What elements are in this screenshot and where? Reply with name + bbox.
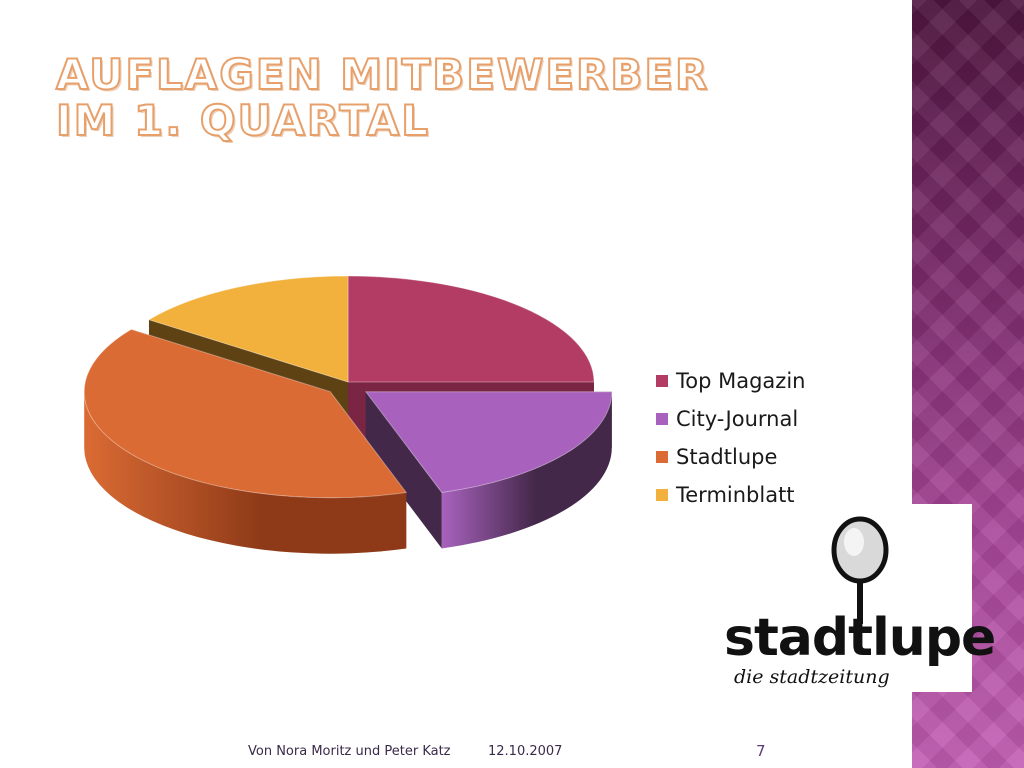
logo-wordmark: stadtlupe — [724, 608, 996, 668]
legend-label: Terminblatt — [676, 483, 795, 507]
footer-date: 12.10.2007 — [488, 744, 563, 759]
pie-slice-side — [441, 391, 612, 549]
legend-swatch — [656, 489, 668, 501]
legend-label: Stadtlupe — [676, 445, 778, 469]
pie-chart — [83, 275, 613, 554]
logo-tagline: die stadtzeitung — [734, 666, 890, 688]
pie-slice — [147, 275, 349, 383]
legend-swatch — [656, 375, 668, 387]
slide-title-line-2: im 1. Quartal — [55, 96, 430, 145]
pie-slice-wall — [365, 391, 442, 549]
pie-slice — [364, 391, 613, 494]
chart-legend: Top Magazin City-Journal Stadtlupe Terminbl… — [656, 362, 805, 514]
slide-title-line-1: Auflagen Mitbewerber — [55, 50, 710, 99]
legend-swatch — [656, 451, 668, 463]
magnifying-glass-icon — [831, 516, 889, 624]
page-number: 7 — [756, 742, 766, 760]
legend-label: Top Magazin — [676, 369, 806, 393]
legend-item: Top Magazin — [656, 362, 805, 400]
footer-authors: Von Nora Moritz und Peter Katz — [248, 744, 451, 759]
slide-title: Auflagen Mitbewerber im 1. Quartal — [55, 50, 710, 145]
legend-swatch — [656, 413, 668, 425]
legend-item: City-Journal — [656, 400, 805, 438]
pie-slice — [347, 275, 595, 383]
pie-slice-side — [84, 391, 407, 554]
legend-item: Stadtlupe — [656, 438, 805, 476]
stadtlupe-logo: stadtlupe die stadtzeitung — [710, 504, 996, 692]
pie-slice — [83, 328, 408, 499]
legend-item: Terminblatt — [656, 476, 805, 514]
legend-label: City-Journal — [676, 407, 799, 431]
